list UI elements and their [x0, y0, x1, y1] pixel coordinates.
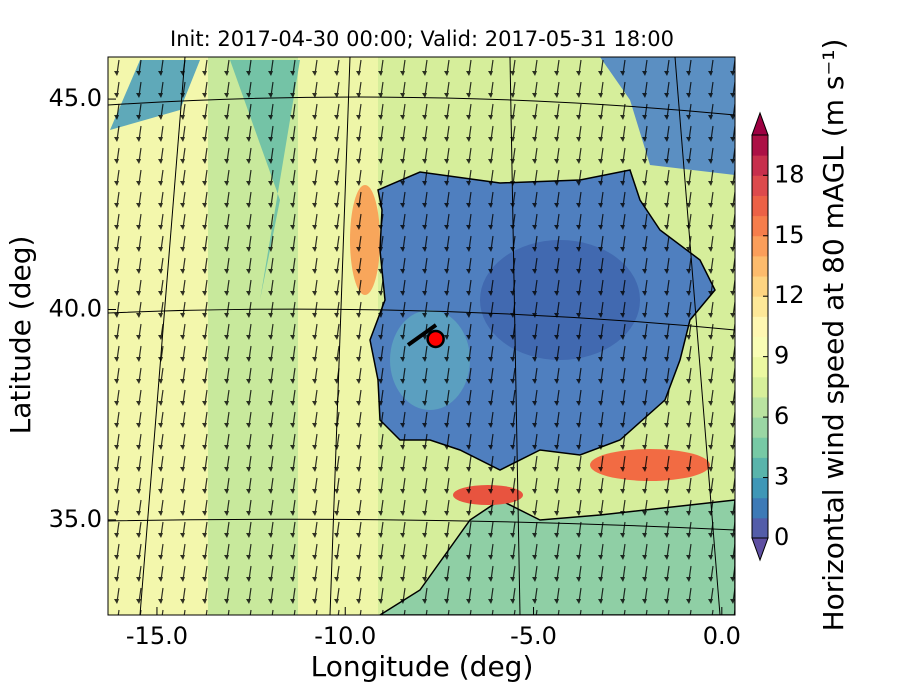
- colorbar-band: [752, 155, 768, 176]
- x-tick-label: -15.0: [126, 622, 188, 650]
- colorbar-band: [752, 497, 768, 519]
- colorbar-band: [752, 396, 768, 418]
- colorbar-label: Horizontal wind speed at 80 mAGL (m s⁻¹): [817, 39, 850, 632]
- colorbar-band: [752, 215, 768, 237]
- colorbar-band: [752, 316, 768, 337]
- colorbar-band: [752, 175, 768, 196]
- colorbar-band: [752, 457, 768, 479]
- colorbar-band: [752, 135, 768, 156]
- colorbar-extend-low: [751, 537, 769, 562]
- colorbar-band: [752, 276, 768, 297]
- y-axis-label: Latitude (deg): [4, 236, 37, 435]
- y-tick-label: 35.0: [49, 505, 102, 533]
- x-axis-label: Longitude (deg): [311, 650, 534, 683]
- colorbar-band: [752, 296, 768, 317]
- y-tick-label: 40.0: [49, 294, 102, 322]
- colorbar-band: [752, 195, 768, 217]
- colorbar-tick-label: 3: [774, 463, 789, 491]
- wind-field: [108, 57, 735, 615]
- colorbar-band: [752, 356, 768, 378]
- colorbar-tick-label: 0: [774, 523, 789, 551]
- colorbar-tick-label: 15: [774, 221, 805, 249]
- colorbar-tick-label: 9: [774, 342, 789, 370]
- plot-frame: [107, 56, 736, 616]
- x-tick-label: 0.0: [703, 622, 741, 650]
- colorbar-band: [752, 376, 768, 398]
- colorbar-tick-label: 18: [774, 160, 805, 188]
- y-tick-label: 45.0: [49, 84, 102, 112]
- colorbar-band: [752, 417, 768, 438]
- x-tick-label: -5.0: [510, 622, 557, 650]
- site-marker: [426, 329, 445, 349]
- x-tick-label: -10.0: [314, 622, 376, 650]
- colorbar-band: [752, 517, 768, 539]
- colorbar-tick-label: 12: [774, 281, 805, 309]
- colorbar-band: [752, 437, 768, 458]
- colorbar-frame: [751, 134, 769, 539]
- chart-title: Init: 2017-04-30 00:00; Valid: 2017-05-3…: [170, 27, 674, 51]
- colorbar-tick-label: 6: [774, 402, 789, 430]
- colorbar-band: [752, 255, 768, 277]
- colorbar-band: [752, 336, 768, 358]
- colorbar-extend-high: [751, 111, 769, 136]
- colorbar-band: [752, 235, 768, 257]
- colorbar-band: [752, 477, 768, 499]
